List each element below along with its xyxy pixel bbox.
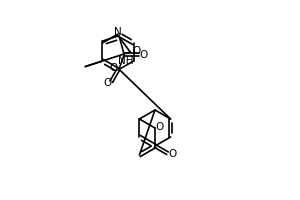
Text: O: O [156, 122, 164, 132]
Text: O: O [110, 63, 118, 73]
Text: O: O [140, 50, 148, 60]
Text: N: N [114, 27, 122, 37]
Text: O: O [168, 149, 177, 159]
Text: NH: NH [118, 56, 133, 66]
Text: O: O [103, 78, 111, 88]
Text: O: O [132, 46, 140, 56]
